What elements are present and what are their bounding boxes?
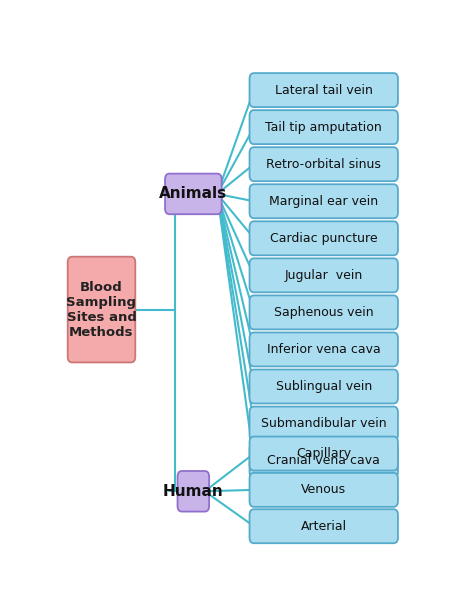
Text: Cranial vena cava: Cranial vena cava bbox=[267, 454, 380, 467]
Text: Saphenous vein: Saphenous vein bbox=[274, 306, 374, 319]
FancyBboxPatch shape bbox=[249, 509, 398, 543]
FancyBboxPatch shape bbox=[249, 436, 398, 471]
Text: Lateral tail vein: Lateral tail vein bbox=[275, 83, 373, 97]
FancyBboxPatch shape bbox=[249, 258, 398, 292]
FancyBboxPatch shape bbox=[165, 173, 222, 214]
Text: Capillary: Capillary bbox=[296, 447, 351, 460]
FancyBboxPatch shape bbox=[249, 473, 398, 507]
FancyBboxPatch shape bbox=[249, 221, 398, 255]
FancyBboxPatch shape bbox=[68, 257, 135, 362]
FancyBboxPatch shape bbox=[249, 185, 398, 218]
Text: Cardiac puncture: Cardiac puncture bbox=[270, 232, 378, 245]
FancyBboxPatch shape bbox=[249, 444, 398, 478]
Text: Blood
Sampling
Sites and
Methods: Blood Sampling Sites and Methods bbox=[66, 281, 137, 338]
Text: Sublingual vein: Sublingual vein bbox=[275, 380, 372, 393]
FancyBboxPatch shape bbox=[249, 295, 398, 329]
Text: Tail tip amputation: Tail tip amputation bbox=[265, 121, 382, 134]
Text: Animals: Animals bbox=[159, 186, 228, 202]
Text: Venous: Venous bbox=[301, 484, 346, 497]
Text: Jugular  vein: Jugular vein bbox=[284, 269, 363, 282]
Text: Human: Human bbox=[163, 484, 224, 499]
Text: Inferior vena cava: Inferior vena cava bbox=[267, 343, 381, 356]
Text: Retro-orbital sinus: Retro-orbital sinus bbox=[266, 158, 381, 170]
Text: Marginal ear vein: Marginal ear vein bbox=[269, 195, 378, 208]
Text: Arterial: Arterial bbox=[301, 520, 347, 533]
FancyBboxPatch shape bbox=[249, 110, 398, 144]
Text: Submandibular vein: Submandibular vein bbox=[261, 417, 387, 430]
FancyBboxPatch shape bbox=[178, 471, 209, 512]
FancyBboxPatch shape bbox=[249, 332, 398, 367]
FancyBboxPatch shape bbox=[249, 73, 398, 107]
FancyBboxPatch shape bbox=[249, 406, 398, 441]
FancyBboxPatch shape bbox=[249, 370, 398, 403]
FancyBboxPatch shape bbox=[249, 147, 398, 181]
